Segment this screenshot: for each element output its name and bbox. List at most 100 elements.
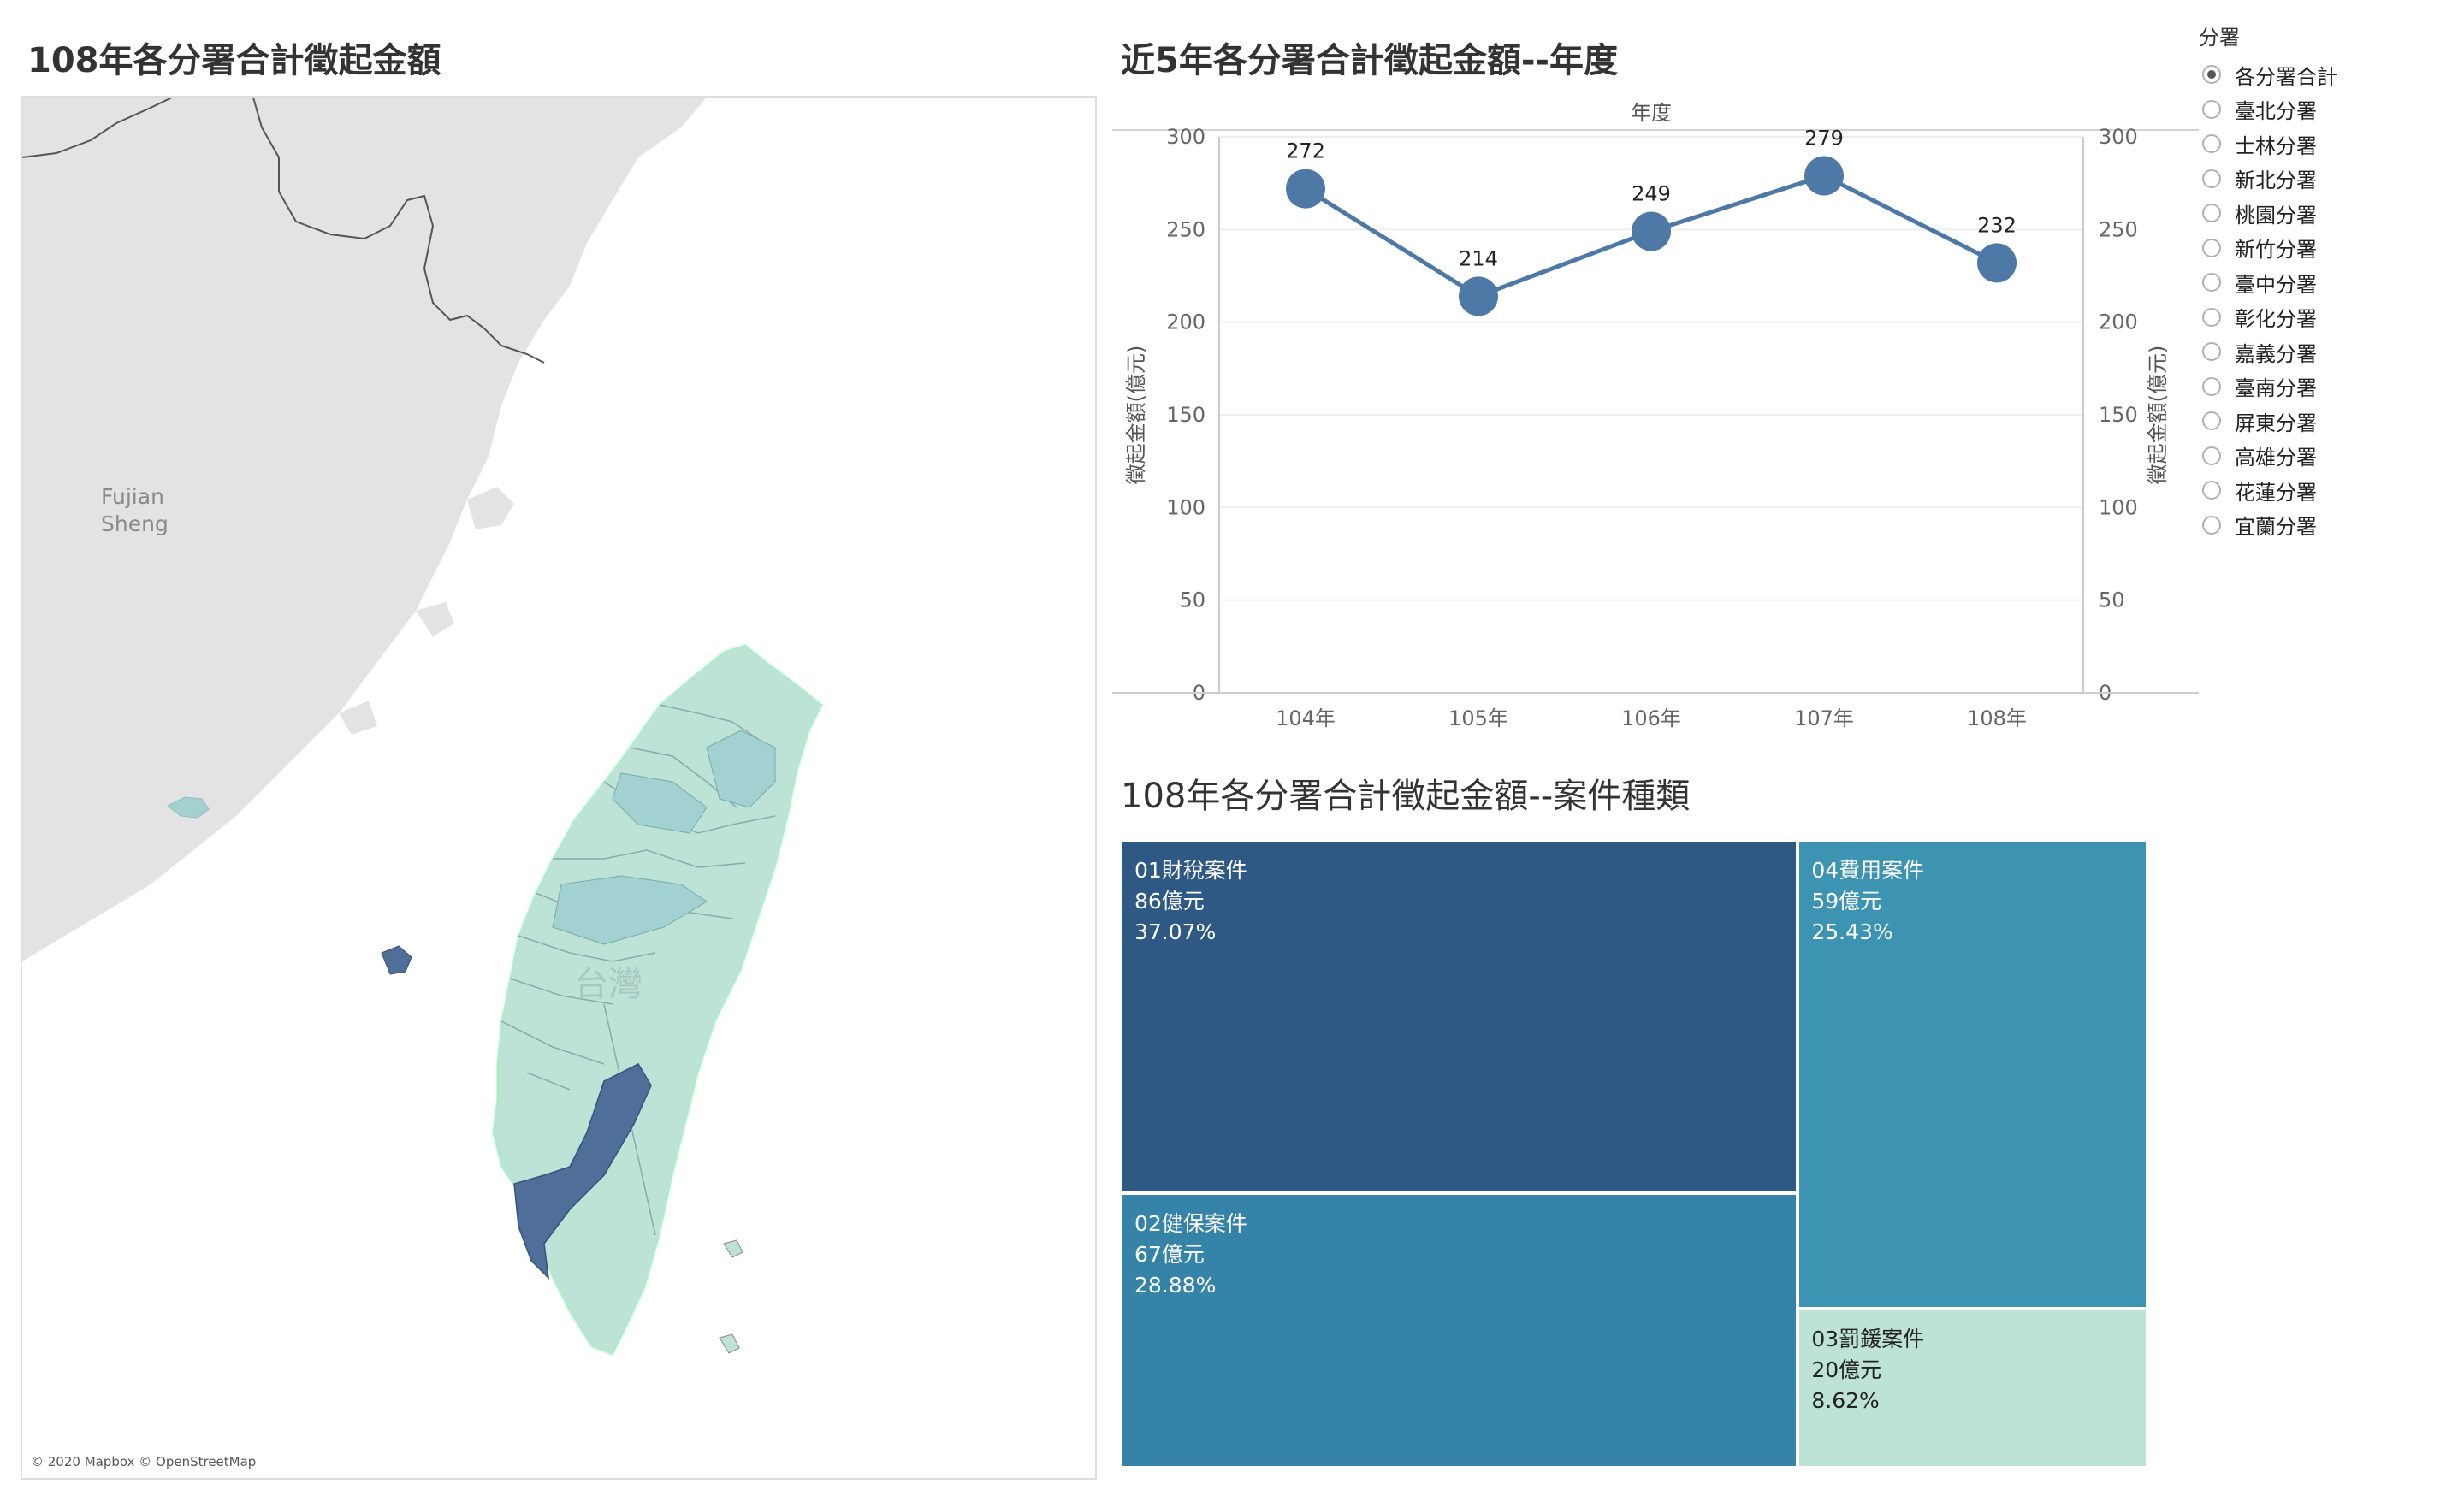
- treemap-tile[interactable]: 01財稅案件 86億元 37.07%: [1121, 840, 1798, 1193]
- mainland-coast-detail: [339, 487, 514, 735]
- map-label-sheng: Sheng: [101, 511, 169, 536]
- district-taipei[interactable]: [706, 730, 776, 808]
- data-point[interactable]: [1286, 169, 1325, 209]
- filter-option[interactable]: 花蓮分署: [2199, 473, 2455, 508]
- y2-axis-title: 徵起金額(億元): [2146, 346, 2170, 485]
- y2-tick-label: 300: [2099, 125, 2138, 149]
- radio-button[interactable]: [2202, 446, 2221, 465]
- island-penghu[interactable]: [381, 945, 412, 975]
- x-axis-title: 年度: [1631, 101, 1672, 125]
- x-tick-label: 107年: [1794, 707, 1854, 730]
- district-taichung[interactable]: [552, 875, 708, 945]
- filter-option-label: 屏東分署: [2235, 411, 2317, 435]
- filter-option[interactable]: 臺南分署: [2199, 370, 2455, 405]
- data-point[interactable]: [1632, 211, 1671, 251]
- branch-filter[interactable]: 分署 各分署合計臺北分署士林分署 新北分署桃園分署新竹分署臺中分署彰化分署 嘉義分署…: [2199, 21, 2455, 542]
- district-taoyuan[interactable]: [612, 772, 708, 834]
- filter-option[interactable]: 新竹分署: [2199, 231, 2455, 266]
- filter-option[interactable]: 士林分署: [2199, 127, 2455, 162]
- x-tick-label: 104年: [1276, 707, 1336, 730]
- y-tick-label: 100: [1166, 495, 1205, 519]
- data-label: 249: [1632, 182, 1671, 206]
- filter-option-label: 花蓮分署: [2235, 480, 2317, 505]
- data-label: 214: [1459, 246, 1498, 270]
- filter-option[interactable]: 臺北分署: [2199, 92, 2455, 127]
- y-tick-label: 50: [1179, 588, 1205, 612]
- tile-share: 28.88%: [1134, 1272, 1217, 1298]
- treemap-tile[interactable]: 04費用案件 59億元 25.43%: [1798, 840, 2147, 1310]
- y-tick-label: 300: [1166, 125, 1205, 149]
- province-border: [252, 98, 545, 364]
- filter-option[interactable]: 宜蘭分署: [2199, 508, 2455, 543]
- y-tick-label: 150: [1166, 403, 1205, 427]
- filter-option-label: 各分署合計: [2235, 64, 2337, 89]
- y-tick-label: 200: [1166, 310, 1205, 334]
- radio-button[interactable]: [2202, 376, 2221, 396]
- radio-button[interactable]: [2202, 515, 2221, 535]
- filter-option[interactable]: 屏東分署: [2199, 404, 2455, 439]
- filter-option-label: 臺中分署: [2235, 272, 2317, 297]
- filter-option-label: 彰化分署: [2235, 307, 2317, 332]
- data-point[interactable]: [1459, 276, 1498, 316]
- filter-option-label: 桃園分署: [2235, 203, 2317, 228]
- filter-option[interactable]: 嘉義分署: [2199, 334, 2455, 370]
- district-kaohsiung[interactable]: [513, 1063, 652, 1280]
- tile-name: 03罰鍰案件: [1811, 1327, 1925, 1352]
- y2-tick-label: 50: [2099, 588, 2125, 612]
- y2-tick-label: 200: [2099, 310, 2138, 334]
- treemap-tile[interactable]: 02健保案件 67億元 28.88%: [1121, 1192, 1798, 1468]
- map-panel[interactable]: Fujian Sheng 台灣 © 2020 Mapbox © OpenStre…: [21, 96, 1097, 1480]
- data-point[interactable]: [1804, 156, 1844, 196]
- map-attribution[interactable]: © 2020 Mapbox © OpenStreetMap: [31, 1454, 257, 1469]
- filter-option[interactable]: 各分署合計: [2199, 57, 2455, 92]
- filter-option[interactable]: 彰化分署: [2199, 300, 2455, 335]
- filter-option-label: 高雄分署: [2235, 446, 2317, 470]
- y2-tick-label: 100: [2099, 495, 2138, 519]
- tile-value-label: 20億元: [1811, 1357, 1882, 1383]
- island-green[interactable]: [723, 1239, 743, 1258]
- province-border: [22, 98, 173, 158]
- data-label: 232: [1977, 213, 2017, 237]
- radio-button[interactable]: [2202, 411, 2221, 431]
- map-canvas[interactable]: Fujian Sheng 台灣: [22, 98, 1097, 1480]
- tile-name: 02健保案件: [1134, 1210, 1247, 1236]
- filter-option[interactable]: 高雄分署: [2199, 439, 2455, 474]
- mainland-landmass: [22, 98, 707, 961]
- radio-button[interactable]: [2202, 204, 2221, 223]
- data-label: 279: [1804, 127, 1844, 151]
- island-orchid[interactable]: [719, 1333, 740, 1354]
- radio-button[interactable]: [2202, 169, 2221, 188]
- radio-button[interactable]: [2202, 273, 2221, 293]
- tile-value-label: 67億元: [1134, 1241, 1205, 1267]
- radio-button[interactable]: [2202, 342, 2221, 362]
- x-tick-label: 105年: [1448, 707, 1508, 730]
- line-chart-title: 近5年各分署合計徵起金額--年度: [1121, 41, 1619, 80]
- filter-options[interactable]: 各分署合計臺北分署士林分署 新北分署桃園分署新竹分署臺中分署彰化分署 嘉義分署 臺南分…: [2199, 57, 2455, 542]
- x-tick-label: 106年: [1621, 707, 1681, 730]
- y2-tick-label: 150: [2099, 403, 2138, 427]
- filter-option[interactable]: 桃園分署: [2199, 196, 2455, 231]
- tile-name: 04費用案件: [1811, 858, 1925, 883]
- radio-button[interactable]: [2202, 481, 2221, 500]
- case-type-treemap[interactable]: 01財稅案件 86億元 37.07% 02健保案件 67億元 28.88% 04費用案件 59…: [1121, 840, 2147, 1468]
- map-label-taiwan: 台灣: [574, 965, 643, 1004]
- treemap-tile[interactable]: 03罰鍰案件 20億元 8.62%: [1798, 1309, 2147, 1468]
- radio-button[interactable]: [2202, 134, 2221, 154]
- map-label-fujian: Fujian: [101, 484, 164, 509]
- radio-button[interactable]: [2202, 307, 2221, 327]
- map-title: 108年各分署合計徵起金額: [27, 41, 441, 80]
- treemap-title: 108年各分署合計徵起金額--案件種類: [1121, 777, 1691, 816]
- filter-option[interactable]: 臺中分署: [2199, 265, 2455, 300]
- filter-option[interactable]: 新北分署: [2199, 162, 2455, 197]
- tile-share: 25.43%: [1811, 919, 1893, 944]
- data-point[interactable]: [1977, 243, 2017, 283]
- y-axis-title: 徵起金額(億元): [1124, 346, 1148, 485]
- island-kinmen[interactable]: [167, 796, 210, 819]
- filter-title: 分署: [2199, 26, 2240, 50]
- radio-button[interactable]: [2202, 65, 2221, 85]
- y2-tick-label: 250: [2099, 217, 2138, 241]
- radio-button[interactable]: [2202, 99, 2221, 119]
- filter-option-label: 臺北分署: [2235, 99, 2317, 124]
- radio-button[interactable]: [2202, 238, 2221, 257]
